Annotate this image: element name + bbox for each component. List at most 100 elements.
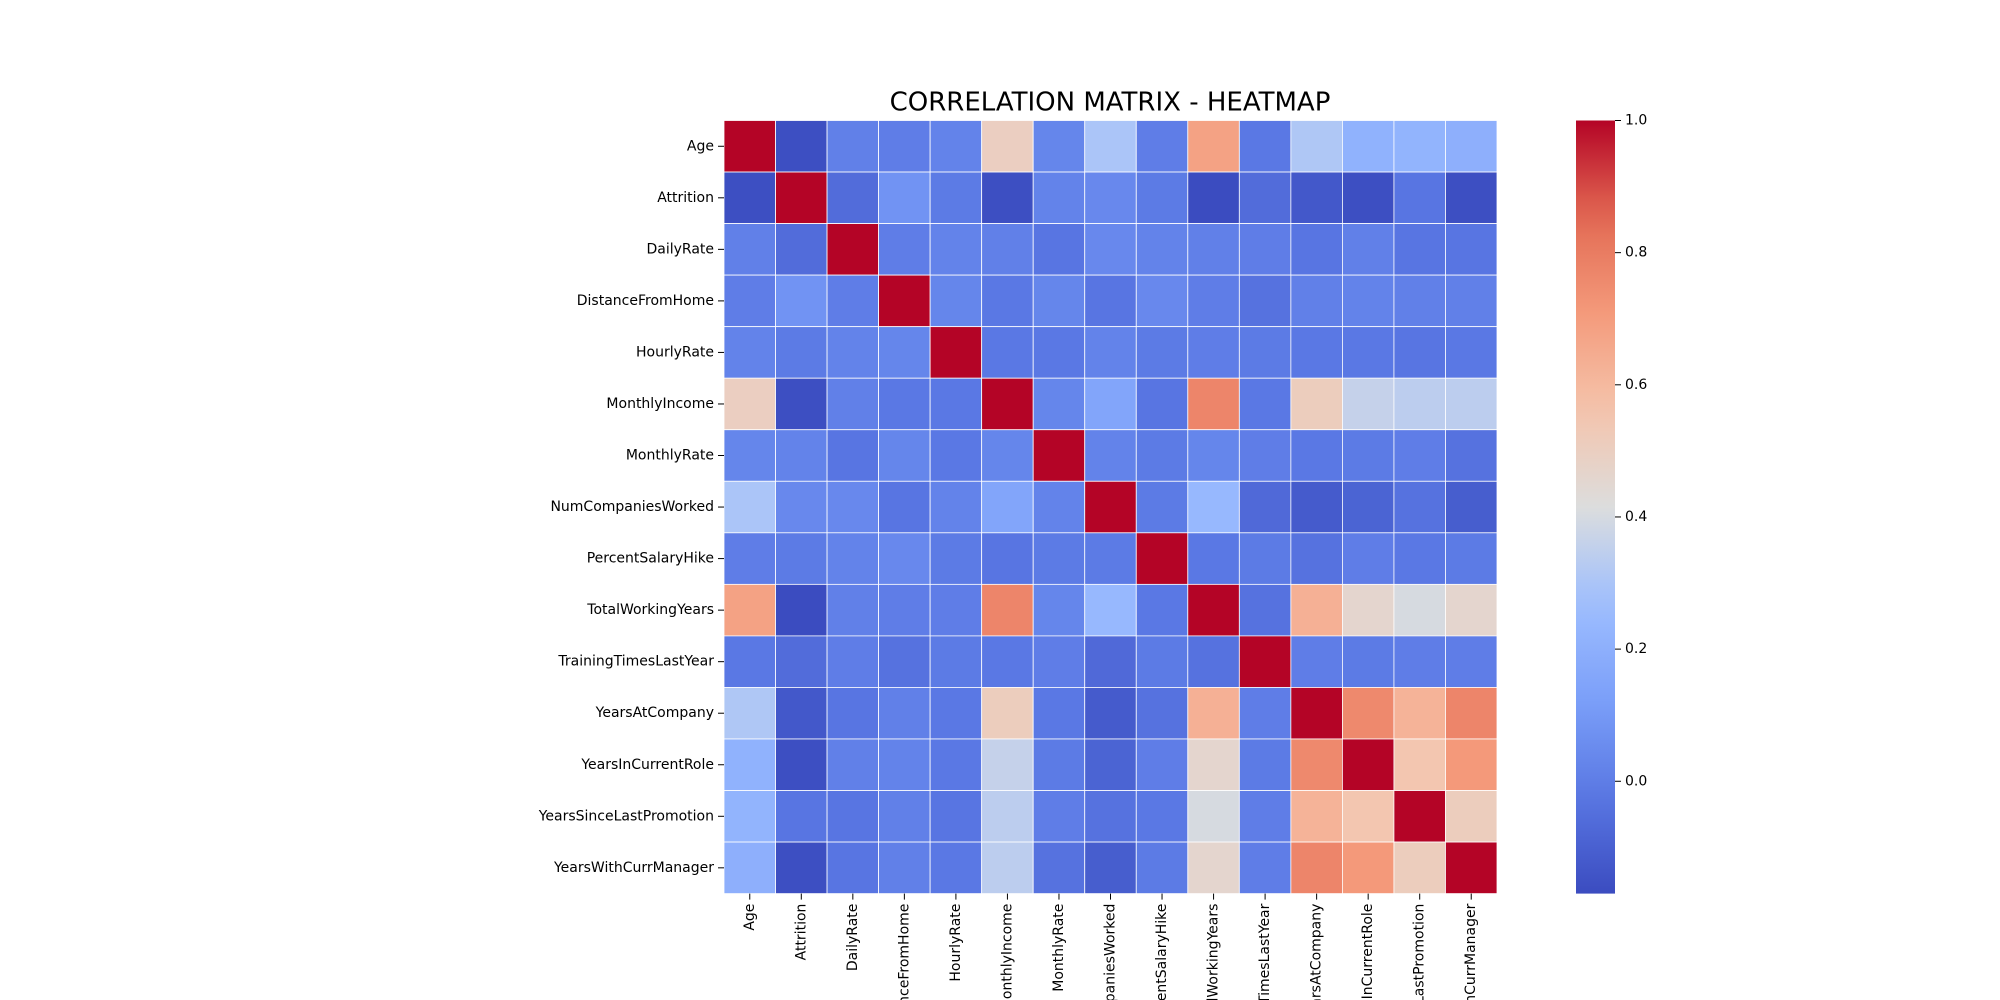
heatmap-cell bbox=[826, 583, 879, 637]
heatmap-cell bbox=[826, 274, 879, 328]
y-tick-label: DailyRate bbox=[646, 241, 714, 257]
heatmap-cell bbox=[775, 120, 828, 173]
heatmap-cell bbox=[981, 687, 1034, 740]
heatmap-cell bbox=[1084, 326, 1137, 379]
heatmap-cell bbox=[1187, 583, 1240, 637]
heatmap-cell bbox=[723, 532, 776, 585]
heatmap-cell bbox=[1187, 480, 1240, 534]
heatmap-cell bbox=[1238, 480, 1292, 534]
heatmap-cell bbox=[929, 223, 983, 276]
x-tick-label: Age bbox=[742, 904, 758, 931]
heatmap-cell bbox=[1445, 790, 1498, 843]
x-tick-label: PercentSalaryHike bbox=[1154, 904, 1170, 1000]
heatmap-cell bbox=[826, 738, 879, 791]
heatmap-cell bbox=[1290, 790, 1343, 843]
heatmap-cell bbox=[1393, 429, 1446, 482]
heatmap-cell bbox=[1342, 790, 1395, 843]
heatmap-cell bbox=[878, 120, 931, 173]
heatmap-cell bbox=[826, 171, 879, 224]
heatmap-cell bbox=[723, 738, 776, 791]
heatmap-cell bbox=[1187, 790, 1240, 843]
heatmap-cell bbox=[1290, 532, 1343, 585]
heatmap-cell bbox=[929, 377, 983, 431]
heatmap-cell bbox=[1135, 532, 1189, 585]
heatmap-cell bbox=[1238, 687, 1292, 740]
heatmap-cell bbox=[1393, 532, 1446, 585]
heatmap-cell bbox=[981, 223, 1034, 276]
x-tick-label: MonthlyIncome bbox=[999, 904, 1015, 1000]
heatmap-cell bbox=[981, 377, 1034, 431]
heatmap-cell bbox=[1135, 326, 1189, 379]
heatmap-cell bbox=[1342, 377, 1395, 431]
heatmap-cell bbox=[1084, 429, 1137, 482]
heatmap-cell bbox=[981, 790, 1034, 843]
heatmap-cell bbox=[1238, 738, 1292, 791]
heatmap-cell bbox=[1084, 377, 1137, 431]
heatmap-cell bbox=[775, 532, 828, 585]
heatmap-cell bbox=[1445, 532, 1498, 585]
heatmap-cell bbox=[1342, 635, 1395, 688]
heatmap-cell bbox=[1084, 790, 1137, 843]
heatmap-cell bbox=[775, 738, 828, 791]
y-tick-label: HourlyRate bbox=[636, 344, 714, 360]
heatmap-cell bbox=[1393, 841, 1446, 894]
heatmap-cell bbox=[1342, 687, 1395, 740]
x-tick-label: YearsWithCurrManager bbox=[1463, 903, 1479, 1000]
heatmap-cell bbox=[1084, 635, 1137, 688]
x-tick-label: YearsInCurrentRole bbox=[1360, 904, 1376, 1000]
heatmap-cell bbox=[1084, 274, 1137, 328]
heatmap-cell bbox=[981, 480, 1034, 534]
heatmap-cell bbox=[723, 841, 776, 894]
heatmap-cell bbox=[1187, 274, 1240, 328]
heatmap-cell bbox=[1342, 274, 1395, 328]
heatmap-cell bbox=[826, 223, 879, 276]
heatmap-cell bbox=[775, 326, 828, 379]
heatmap-cell bbox=[1135, 429, 1189, 482]
heatmap-cell bbox=[929, 841, 983, 894]
heatmap-cell bbox=[1445, 738, 1498, 791]
heatmap-cell bbox=[878, 635, 931, 688]
heatmap-cell bbox=[878, 790, 931, 843]
heatmap-cell bbox=[775, 790, 828, 843]
y-tick-label: Attrition bbox=[657, 190, 714, 206]
heatmap-cell bbox=[1135, 841, 1189, 894]
heatmap-cell bbox=[826, 841, 879, 894]
heatmap-cell bbox=[929, 738, 983, 791]
heatmap-cell bbox=[1290, 171, 1343, 224]
heatmap-cell bbox=[878, 738, 931, 791]
heatmap-cell bbox=[1445, 841, 1498, 894]
heatmap-cell bbox=[878, 583, 931, 637]
heatmap-cell bbox=[1238, 429, 1292, 482]
heatmap-cell bbox=[1187, 738, 1240, 791]
heatmap-cell bbox=[1187, 171, 1240, 224]
heatmap-cell bbox=[1032, 841, 1086, 894]
heatmap-cell bbox=[1084, 583, 1137, 637]
heatmap-cell bbox=[1032, 326, 1086, 379]
colorbar-tick-label: 0.2 bbox=[1625, 641, 1647, 657]
heatmap-cell bbox=[981, 841, 1034, 894]
x-tick-label: YearsAtCompany bbox=[1309, 904, 1325, 1000]
heatmap-cell bbox=[1187, 223, 1240, 276]
heatmap-cell bbox=[1393, 326, 1446, 379]
heatmap-cell bbox=[1032, 790, 1086, 843]
heatmap-cell bbox=[1032, 429, 1086, 482]
heatmap-cell bbox=[723, 429, 776, 482]
heatmap-cell bbox=[826, 377, 879, 431]
heatmap-cell bbox=[1342, 326, 1395, 379]
heatmap-cell bbox=[1290, 480, 1343, 534]
heatmap-cell bbox=[1290, 223, 1343, 276]
heatmap-cell bbox=[981, 429, 1034, 482]
heatmap-cell bbox=[1445, 223, 1498, 276]
heatmap-cell bbox=[1187, 532, 1240, 585]
heatmap-cell bbox=[1187, 377, 1240, 431]
heatmap-cell bbox=[1135, 274, 1189, 328]
heatmap-cell bbox=[826, 326, 879, 379]
heatmap-cell bbox=[826, 480, 879, 534]
x-tick-label: Attrition bbox=[793, 904, 809, 961]
heatmap-cell bbox=[1135, 790, 1189, 843]
heatmap-cell bbox=[1342, 120, 1395, 173]
heatmap-cell bbox=[1187, 841, 1240, 894]
heatmap-cell bbox=[1032, 274, 1086, 328]
heatmap-cell bbox=[723, 223, 776, 276]
